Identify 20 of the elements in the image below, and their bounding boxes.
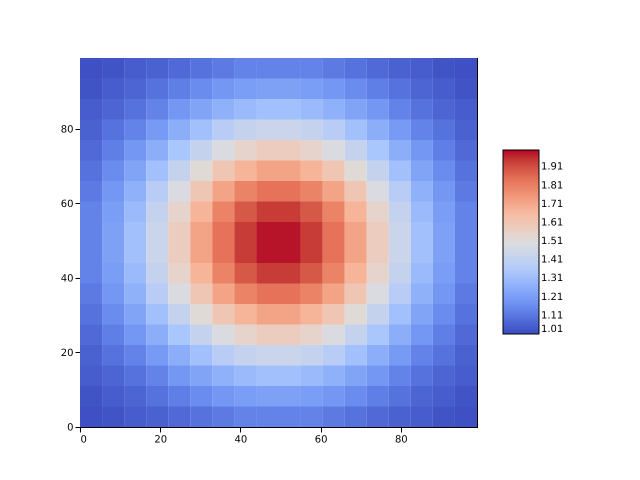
x-tick-label: 0: [80, 434, 87, 446]
x-tick-label: 80: [394, 434, 408, 446]
color-bar-label: 1.01: [541, 324, 564, 335]
color-bar-label: 1.31: [541, 273, 564, 284]
y-tick-label: 80: [60, 124, 74, 136]
y-tick-label: 60: [60, 198, 74, 210]
y-tick-label: 20: [60, 348, 74, 359]
color-bar-label: 1.51: [541, 236, 564, 248]
x-tick-label: 20: [154, 434, 168, 446]
y-tick-label: 0: [67, 422, 74, 434]
color-bar-label: 1.41: [541, 254, 564, 266]
color-bar-label: 1.11: [541, 310, 564, 322]
color-bar-label: 1.61: [541, 217, 564, 228]
color-bar-label: 1.21: [541, 292, 564, 303]
color-bar-label: 1.81: [541, 180, 564, 192]
x-tick-label: 40: [234, 434, 248, 446]
color-bar-label: 1.71: [541, 198, 564, 210]
x-tick-label: 60: [314, 434, 328, 446]
y-tick-label: 40: [60, 273, 74, 284]
color-bar-label: 1.91: [541, 162, 564, 173]
